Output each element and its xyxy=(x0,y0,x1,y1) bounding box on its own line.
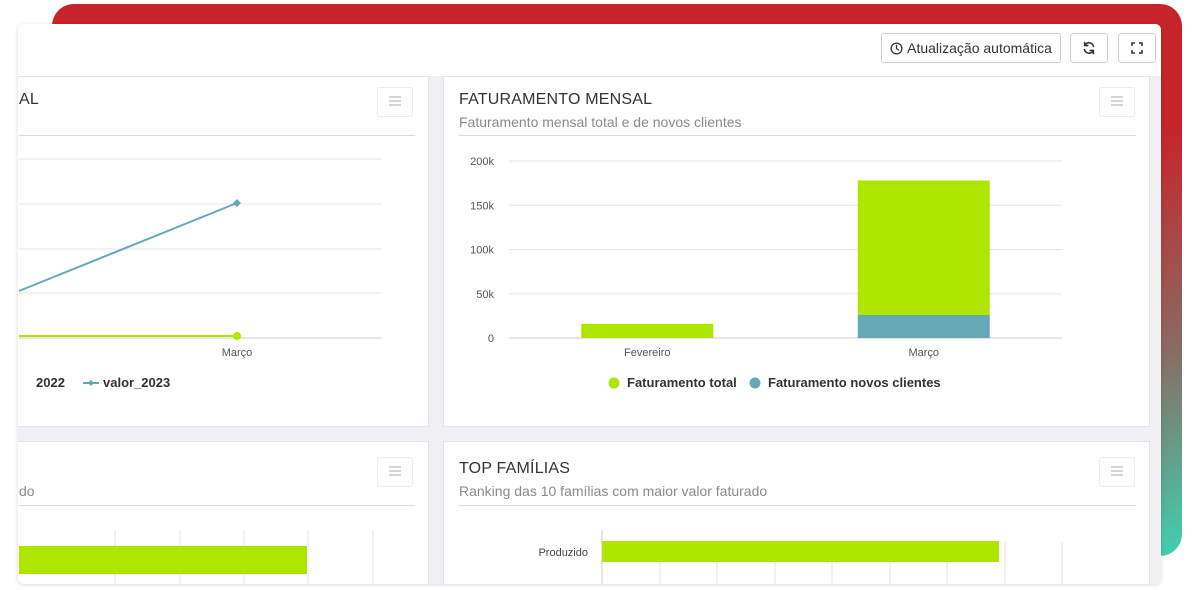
clock-icon xyxy=(890,41,903,55)
x-tick-label: Fevereiro xyxy=(624,347,670,359)
auto-update-button[interactable]: Atualização automática xyxy=(881,33,1061,63)
bar-faturamento-total-março[interactable] xyxy=(857,180,990,315)
card-subtitle: Ranking das 10 famílias com maior valor … xyxy=(459,483,768,499)
refresh-button[interactable] xyxy=(1070,33,1108,63)
legend-marker-valor-2023 xyxy=(88,380,94,386)
fullscreen-button[interactable] xyxy=(1118,33,1156,63)
y-tick-label: 150k xyxy=(470,200,494,212)
menu-icon xyxy=(1111,463,1123,481)
menu-icon xyxy=(389,93,401,111)
bar-faturamento-total-fevereiro[interactable] xyxy=(581,323,714,338)
card-title: TOP FAMÍLIAS xyxy=(459,460,571,477)
chart-menu-button[interactable] xyxy=(1099,457,1135,487)
y-tick-label: 200k xyxy=(470,156,494,168)
card-subtitle: Faturamento mensal total e de novos clie… xyxy=(459,114,742,130)
legend-item[interactable]: Faturamento novos clientes xyxy=(768,375,941,390)
legend-item-valor-2023[interactable]: valor_2023 xyxy=(103,375,170,390)
series-line-valor-2023 xyxy=(18,202,238,292)
legend-marker xyxy=(608,377,620,389)
dashboard-toolbar: Atualização automática xyxy=(18,24,1161,76)
x-tick-label: Março xyxy=(222,347,253,359)
fullscreen-icon xyxy=(1131,42,1143,54)
chart-menu-button[interactable] xyxy=(377,87,413,117)
card-divider xyxy=(19,505,415,506)
bar-left[interactable] xyxy=(19,546,307,574)
card-line-chart: AL Março 2022 valor_2023 xyxy=(18,76,429,427)
card-horizontal-bar-left: do xyxy=(18,441,429,584)
chart-menu-button[interactable] xyxy=(1099,87,1135,117)
horizontal-bar-chart-familias: Produzido xyxy=(538,530,1063,584)
legend-item[interactable]: Faturamento total xyxy=(627,375,737,390)
point-valor-2023-marco[interactable] xyxy=(233,199,241,207)
bar-chart-faturamento: 0 50k 100k 150k 200k Fevereiro Março Faturament… xyxy=(470,156,1062,390)
card-title: FATURAMENTO MENSAL xyxy=(459,91,653,108)
y-tick-label: 0 xyxy=(488,333,494,345)
bar-faturamento-novos-clientes-março[interactable] xyxy=(857,314,990,338)
legend-item-2022[interactable]: 2022 xyxy=(36,375,65,390)
chart-menu-button[interactable] xyxy=(377,457,413,487)
y-tick-label: 100k xyxy=(470,245,494,257)
dashboard-window: Atualização automática AL xyxy=(18,24,1161,584)
horizontal-bar-chart-left xyxy=(19,530,374,584)
card-divider xyxy=(459,505,1136,506)
card-divider xyxy=(459,135,1136,136)
menu-icon xyxy=(1111,93,1123,111)
bar-produzido[interactable] xyxy=(602,541,999,562)
refresh-icon xyxy=(1082,41,1096,55)
point-2022-marco[interactable] xyxy=(233,332,241,340)
line-chart: Março 2022 valor_2023 xyxy=(18,158,381,390)
menu-icon xyxy=(389,463,401,481)
card-divider xyxy=(19,135,415,136)
x-tick-label: Março xyxy=(908,347,939,359)
card-subtitle: do xyxy=(19,483,35,499)
auto-update-label: Atualização automática xyxy=(907,40,1052,56)
card-title: AL xyxy=(19,91,39,108)
legend-marker xyxy=(749,377,761,389)
y-tick-label: 50k xyxy=(476,289,494,301)
card-faturamento-mensal: FATURAMENTO MENSAL Faturamento mensal to… xyxy=(443,76,1150,427)
y-category-label: Produzido xyxy=(538,547,588,559)
card-top-familias: TOP FAMÍLIAS Ranking das 10 famílias com… xyxy=(443,441,1150,584)
grid xyxy=(19,158,381,339)
